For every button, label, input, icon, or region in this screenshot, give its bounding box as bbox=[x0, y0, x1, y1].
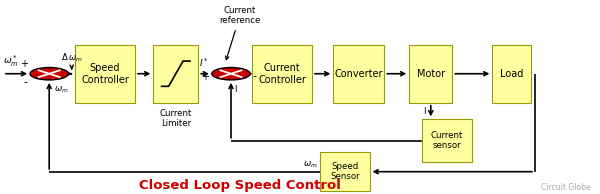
Circle shape bbox=[212, 68, 250, 80]
Text: $\omega_m$: $\omega_m$ bbox=[54, 84, 68, 95]
Text: Converter: Converter bbox=[335, 69, 383, 79]
FancyBboxPatch shape bbox=[409, 45, 452, 103]
Text: Current
reference: Current reference bbox=[220, 6, 260, 60]
FancyBboxPatch shape bbox=[320, 152, 370, 191]
Text: Speed
Sensor: Speed Sensor bbox=[330, 162, 360, 181]
Text: Current
sensor: Current sensor bbox=[431, 131, 463, 150]
Text: $I^*$: $I^*$ bbox=[199, 57, 209, 69]
Text: I: I bbox=[234, 85, 236, 94]
Text: $\Delta\,\omega_m$: $\Delta\,\omega_m$ bbox=[61, 52, 83, 64]
Circle shape bbox=[30, 68, 68, 80]
FancyBboxPatch shape bbox=[75, 45, 135, 103]
FancyBboxPatch shape bbox=[493, 45, 532, 103]
FancyBboxPatch shape bbox=[252, 45, 312, 103]
Text: $\omega_m$: $\omega_m$ bbox=[303, 159, 317, 170]
FancyBboxPatch shape bbox=[334, 45, 384, 103]
FancyBboxPatch shape bbox=[154, 45, 198, 103]
Text: +: + bbox=[20, 59, 28, 69]
Text: Current
Limiter: Current Limiter bbox=[160, 109, 192, 128]
FancyBboxPatch shape bbox=[422, 119, 472, 162]
Text: I: I bbox=[424, 107, 426, 116]
Text: Current
Controller: Current Controller bbox=[258, 63, 306, 85]
Text: -: - bbox=[23, 77, 28, 87]
Text: Closed Loop Speed Control: Closed Loop Speed Control bbox=[139, 179, 341, 192]
Text: Motor: Motor bbox=[417, 69, 445, 79]
Text: +: + bbox=[201, 72, 209, 82]
Text: Speed
Controller: Speed Controller bbox=[81, 63, 129, 85]
Text: Circuit Globe: Circuit Globe bbox=[541, 183, 591, 192]
Text: $\omega^*_m$: $\omega^*_m$ bbox=[3, 54, 19, 69]
Text: -: - bbox=[253, 71, 257, 81]
Text: Load: Load bbox=[500, 69, 523, 79]
